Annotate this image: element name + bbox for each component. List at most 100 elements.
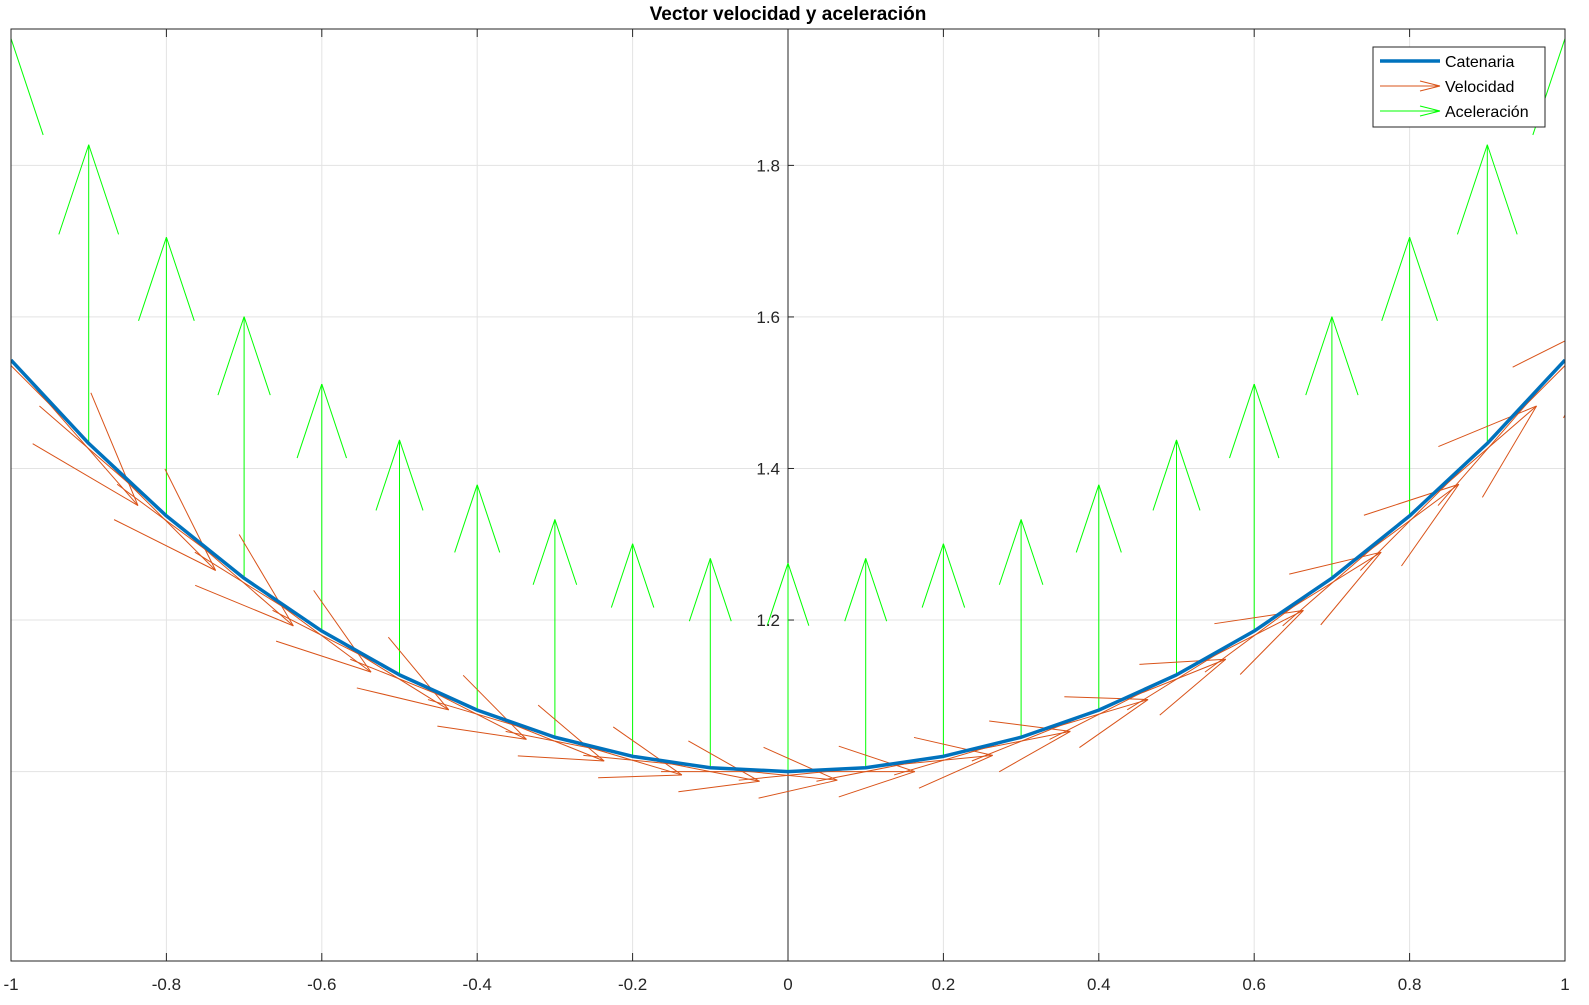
acceleration-arrow-20-head-a (1564, 38, 1565, 41)
acceleration-arrow-18-head-a (1409, 237, 1438, 321)
acceleration-arrow-16 (1229, 383, 1280, 632)
acceleration-arrow-4-head-b (296, 383, 323, 459)
acceleration-arrow-1-head-b (58, 144, 90, 235)
x-tick-label-2: -0.6 (307, 975, 336, 994)
velocity-arrow-12-head-a (998, 730, 1071, 773)
velocity-arrow-5-head-b (462, 674, 527, 740)
x-tick-label-10: 1 (1560, 975, 1569, 994)
velocity-arrow-17-head-a (1401, 483, 1460, 567)
acceleration-arrow-5 (375, 439, 424, 675)
velocity-arrow-11-head-b (913, 736, 993, 756)
acceleration-arrow-12 (921, 543, 966, 757)
plot-border (10, 28, 1566, 962)
velocity-arrow-8-head-b (688, 740, 760, 782)
velocity-arrow-7-head-b (612, 726, 683, 776)
acceleration-arrow-4-head-a (321, 383, 347, 459)
acceleration-arrow-9-head-b (688, 558, 711, 622)
x-tick-label-9: 0.8 (1398, 975, 1422, 994)
velocity-arrow-7-head-a (598, 774, 682, 779)
velocity-arrow-3-head-b (313, 590, 372, 673)
chart-title: Vector velocidad y aceleración (650, 4, 927, 25)
acceleration-arrow-13-head-b (998, 519, 1022, 585)
acceleration-arrow-7 (532, 519, 578, 738)
velocity-arrow-2-head-a (195, 584, 294, 627)
acceleration-arrow-14-head-a (1098, 484, 1122, 553)
acceleration-arrow-15-head-a (1176, 439, 1201, 511)
x-tick-label-4: -0.2 (618, 975, 647, 994)
velocity-arrow-2-head-b (238, 534, 294, 627)
legend-swatch-aceleracion (1380, 105, 1441, 117)
velocity-arrow-18-head-b (1438, 405, 1537, 447)
acceleration-arrow-10-head-b (766, 563, 789, 626)
acceleration-arrow-6 (454, 484, 501, 711)
velocity-arrow-19-head-b (1512, 340, 1565, 368)
acceleration-arrow-8-head-a (632, 543, 655, 608)
velocity-arrow-9-head-a (758, 779, 838, 799)
acceleration-arrow-1 (58, 144, 120, 444)
legend: Catenaria Velocidad Aceleración (1372, 46, 1546, 128)
acceleration-arrow-14-head-b (1075, 484, 1100, 553)
acceleration-arrow-2 (138, 237, 195, 516)
acceleration-arrow-13-head-a (1020, 519, 1044, 585)
acceleration-arrow-5-head-b (375, 439, 400, 511)
x-axis-tick-labels: -1 -0.8 -0.6 -0.4 -0.2 0 0.2 0.4 0.6 0.8 1 (3, 975, 1569, 994)
acceleration-arrow-7-head-a (554, 519, 578, 585)
catenaria-line (11, 358, 1565, 774)
acceleration-arrow-16-head-b (1229, 383, 1255, 459)
acceleration-arrow-10-head-a (787, 563, 810, 626)
velocity-arrow-15-head-b (1214, 609, 1304, 625)
velocity-arrow-16-head-b (1289, 551, 1382, 575)
acceleration-arrow-9-head-a (709, 558, 732, 622)
acceleration-arrow-8 (610, 543, 655, 757)
velocity-arrow-6-head-a (517, 755, 605, 762)
velocity-arrow-0-head-a (32, 443, 139, 506)
x-tick-label-1: -0.8 (152, 975, 181, 994)
velocity-arrow-13-head-a (1079, 699, 1149, 748)
acceleration-arrow-6-head-b (454, 484, 478, 553)
acceleration-arrow-15 (1152, 439, 1201, 675)
acceleration-arrow-8-head-b (610, 543, 634, 608)
velocity-arrow-3-head-a (275, 640, 372, 673)
x-tick-label-7: 0.4 (1087, 975, 1111, 994)
acceleration-arrow-18-head-b (1381, 237, 1411, 321)
acceleration-arrow-16-head-a (1253, 383, 1280, 459)
x-tick-label-6: 0.2 (932, 975, 956, 994)
acceleration-arrow-0-head-a (11, 38, 44, 136)
acceleration-arrow-11-head-a (865, 558, 888, 622)
velocity-arrow-14-head-b (1139, 658, 1226, 665)
acceleration-arrow-1-head-a (88, 144, 120, 235)
velocity-arrow-10-head-b (838, 745, 916, 773)
acceleration-arrow-18 (1381, 237, 1438, 516)
acceleration-arrow-6-head-a (476, 484, 501, 553)
velocity-arrow-12-head-b (989, 720, 1071, 732)
velocity-arrow-10-head-a (838, 771, 916, 798)
velocity-arrow-5-head-a (437, 725, 527, 740)
acceleration-arrow-9 (688, 558, 732, 768)
acceleration-arrow-12-head-a (942, 543, 966, 608)
velocity-arrow-14-head-a (1159, 658, 1227, 716)
acceleration-arrow-2-head-b (138, 237, 167, 321)
velocity-arrow-4-head-b (387, 636, 450, 711)
acceleration-arrow-17 (1305, 316, 1359, 579)
velocity-arrow-8-head-a (678, 780, 760, 793)
acceleration-arrow-10 (766, 563, 810, 772)
velocity-arrow-9-head-b (763, 746, 838, 781)
x-tick-label-8: 0.6 (1242, 975, 1266, 994)
y-tick-label-3: 1.8 (756, 156, 780, 175)
acceleration-arrow-2-head-a (165, 237, 195, 321)
velocity-arrow-6-head-b (537, 704, 605, 762)
acceleration-arrow-0 (11, 38, 44, 361)
velocity-arrow-20 (1437, 359, 1565, 506)
acceleration-arrow-11-head-b (844, 558, 867, 622)
acceleration-arrow-5-head-a (399, 439, 424, 511)
acceleration-arrow-7-head-b (532, 519, 556, 585)
acceleration-arrow-3 (217, 316, 271, 579)
acceleration-arrow-0-head-b (11, 38, 12, 41)
acceleration-arrow-14 (1075, 484, 1122, 711)
velocity-arrow-1-head-a (113, 519, 216, 571)
velocity-arrow-16-head-a (1320, 551, 1382, 626)
velocity-arrow-17-head-b (1363, 483, 1460, 516)
velocity-arrow-20-shaft (1437, 359, 1565, 506)
velocity-arrow-19-head-a (1563, 413, 1565, 419)
